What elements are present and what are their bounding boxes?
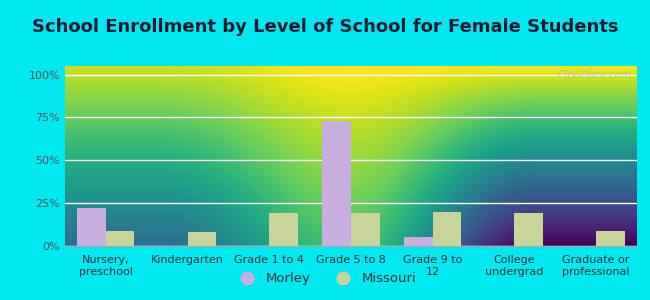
Bar — [433, 212, 462, 246]
Bar — [188, 232, 216, 246]
Bar — [596, 231, 625, 246]
Bar — [77, 208, 106, 246]
Bar — [351, 213, 380, 246]
Bar — [514, 213, 543, 246]
Text: City-Data.com: City-Data.com — [557, 70, 631, 80]
Bar — [106, 231, 135, 246]
Text: School Enrollment by Level of School for Female Students: School Enrollment by Level of School for… — [32, 18, 618, 36]
Bar — [322, 121, 351, 246]
Legend: Morley, Missouri: Morley, Missouri — [228, 267, 422, 290]
Bar — [269, 213, 298, 246]
Bar — [404, 237, 433, 246]
